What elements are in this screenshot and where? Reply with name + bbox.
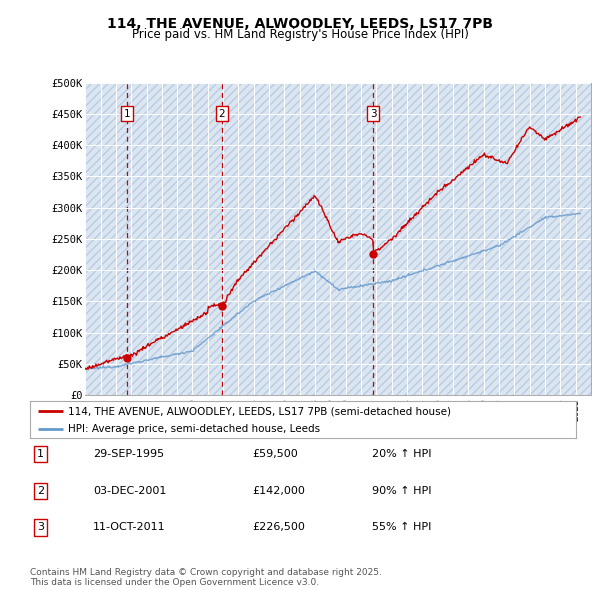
Text: 3: 3 (370, 109, 376, 119)
Text: £59,500: £59,500 (252, 450, 298, 459)
Text: £226,500: £226,500 (252, 523, 305, 532)
Text: 114, THE AVENUE, ALWOODLEY, LEEDS, LS17 7PB (semi-detached house): 114, THE AVENUE, ALWOODLEY, LEEDS, LS17 … (68, 407, 451, 417)
Text: 114, THE AVENUE, ALWOODLEY, LEEDS, LS17 7PB: 114, THE AVENUE, ALWOODLEY, LEEDS, LS17 … (107, 17, 493, 31)
Text: 03-DEC-2001: 03-DEC-2001 (93, 486, 166, 496)
Text: Price paid vs. HM Land Registry's House Price Index (HPI): Price paid vs. HM Land Registry's House … (131, 28, 469, 41)
Text: 3: 3 (37, 523, 44, 532)
Text: 29-SEP-1995: 29-SEP-1995 (93, 450, 164, 459)
Text: 1: 1 (124, 109, 131, 119)
Text: 90% ↑ HPI: 90% ↑ HPI (372, 486, 431, 496)
Text: 2: 2 (37, 486, 44, 496)
Text: Contains HM Land Registry data © Crown copyright and database right 2025.
This d: Contains HM Land Registry data © Crown c… (30, 568, 382, 587)
Text: 2: 2 (218, 109, 225, 119)
Text: 55% ↑ HPI: 55% ↑ HPI (372, 523, 431, 532)
Text: 20% ↑ HPI: 20% ↑ HPI (372, 450, 431, 459)
Text: 1: 1 (37, 450, 44, 459)
Text: £142,000: £142,000 (252, 486, 305, 496)
Text: 11-OCT-2011: 11-OCT-2011 (93, 523, 166, 532)
Text: HPI: Average price, semi-detached house, Leeds: HPI: Average price, semi-detached house,… (68, 424, 320, 434)
